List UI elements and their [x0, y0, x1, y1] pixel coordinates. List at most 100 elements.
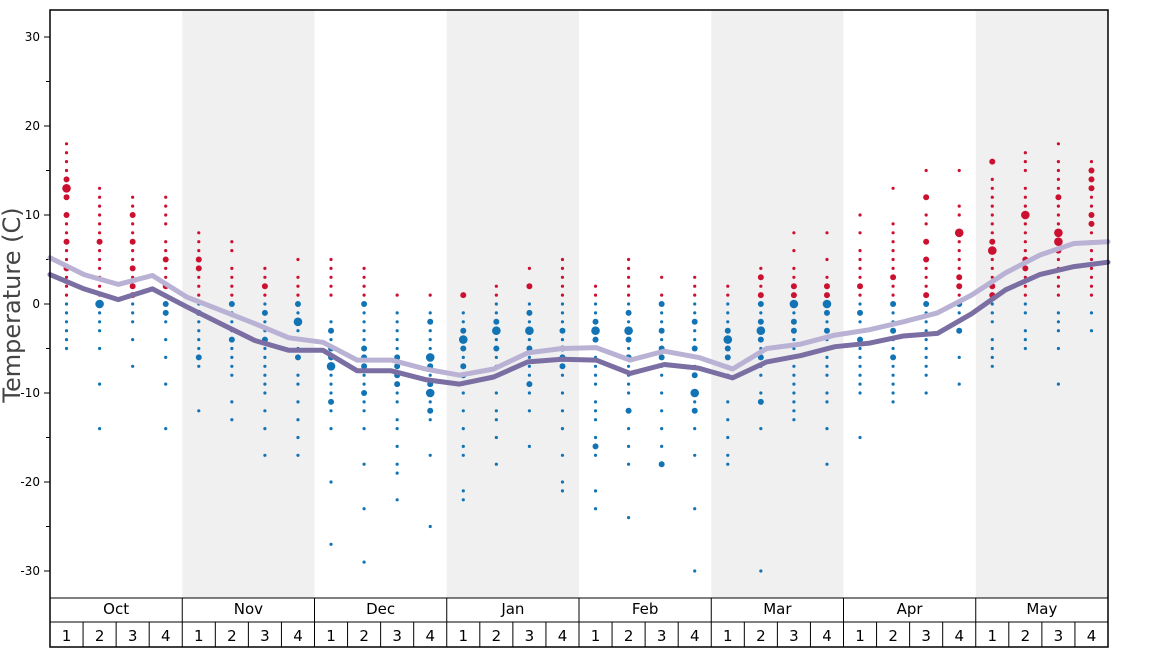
data-point — [660, 444, 664, 448]
data-point — [97, 222, 102, 226]
data-point — [162, 256, 169, 263]
data-point — [1054, 228, 1063, 238]
data-point — [560, 320, 565, 324]
data-point — [726, 418, 730, 422]
data-point — [560, 391, 565, 395]
data-point — [461, 355, 465, 359]
data-point — [64, 249, 69, 253]
week-label: 4 — [690, 627, 700, 645]
data-point — [756, 326, 766, 336]
data-point — [527, 444, 532, 448]
data-point — [923, 292, 930, 299]
week-label: 3 — [128, 627, 138, 645]
data-point — [494, 391, 498, 395]
data-point — [294, 354, 301, 361]
data-point — [560, 409, 565, 413]
data-point — [197, 409, 201, 413]
data-point — [891, 293, 895, 297]
data-point — [726, 462, 730, 466]
data-point — [724, 354, 731, 361]
data-point — [296, 382, 300, 386]
data-point — [759, 391, 763, 395]
data-point — [97, 204, 102, 208]
data-point — [724, 327, 731, 334]
data-point — [64, 257, 69, 262]
trend-line-light — [47, 239, 1111, 378]
data-point — [891, 400, 895, 404]
data-point — [197, 231, 201, 235]
data-point — [164, 266, 168, 270]
data-point — [1089, 275, 1094, 279]
data-point — [1056, 177, 1061, 181]
data-point — [329, 338, 333, 342]
data-point — [329, 391, 333, 395]
data-point — [362, 275, 366, 279]
data-point — [230, 275, 234, 279]
data-point — [263, 346, 267, 351]
data-point — [825, 391, 829, 395]
data-point — [891, 222, 895, 226]
data-point — [526, 283, 533, 290]
data-point — [228, 301, 235, 307]
data-point — [858, 257, 862, 262]
data-point — [97, 249, 102, 253]
data-point — [263, 427, 267, 431]
data-point — [64, 275, 69, 279]
data-point — [693, 311, 697, 315]
data-point — [328, 398, 335, 405]
data-point — [230, 249, 234, 253]
data-point — [660, 275, 664, 279]
data-point — [64, 284, 69, 288]
data-point — [990, 177, 994, 181]
data-point — [923, 238, 930, 245]
data-point — [230, 346, 234, 351]
data-point — [891, 231, 895, 235]
data-point — [296, 284, 300, 288]
data-point — [362, 320, 366, 324]
data-point — [757, 274, 764, 281]
data-point — [593, 400, 598, 404]
week-label: 4 — [293, 627, 303, 645]
data-point — [560, 311, 565, 315]
data-point — [658, 354, 665, 361]
data-point — [660, 320, 664, 324]
data-point — [230, 373, 234, 377]
data-point — [395, 320, 399, 324]
data-point — [131, 302, 135, 306]
data-point — [1023, 311, 1027, 315]
data-point — [1089, 266, 1094, 270]
month-label: Nov — [234, 600, 263, 618]
data-point — [759, 569, 763, 573]
data-point — [230, 400, 234, 404]
month-shade — [446, 10, 579, 598]
data-point — [759, 311, 763, 315]
data-point — [197, 364, 201, 368]
data-point — [329, 266, 333, 270]
data-point — [425, 353, 435, 362]
data-point — [858, 364, 862, 368]
data-point — [329, 373, 333, 377]
data-point — [890, 274, 897, 281]
data-point — [395, 400, 399, 404]
data-point — [131, 222, 135, 226]
data-point — [592, 336, 599, 343]
data-point — [790, 292, 797, 299]
data-point — [64, 346, 69, 351]
data-point — [990, 222, 994, 226]
data-point — [691, 372, 698, 379]
data-point — [626, 266, 631, 270]
data-point — [658, 301, 665, 307]
data-point — [461, 311, 465, 315]
week-label: 1 — [326, 627, 336, 645]
data-point — [560, 453, 565, 457]
data-point — [560, 293, 565, 297]
data-point — [560, 489, 565, 493]
data-point — [625, 336, 632, 343]
data-point — [693, 284, 697, 288]
data-point — [957, 293, 961, 297]
data-point — [164, 222, 168, 226]
data-point — [329, 293, 333, 297]
data-point — [195, 256, 202, 263]
data-point — [394, 363, 401, 370]
data-point — [395, 311, 399, 315]
